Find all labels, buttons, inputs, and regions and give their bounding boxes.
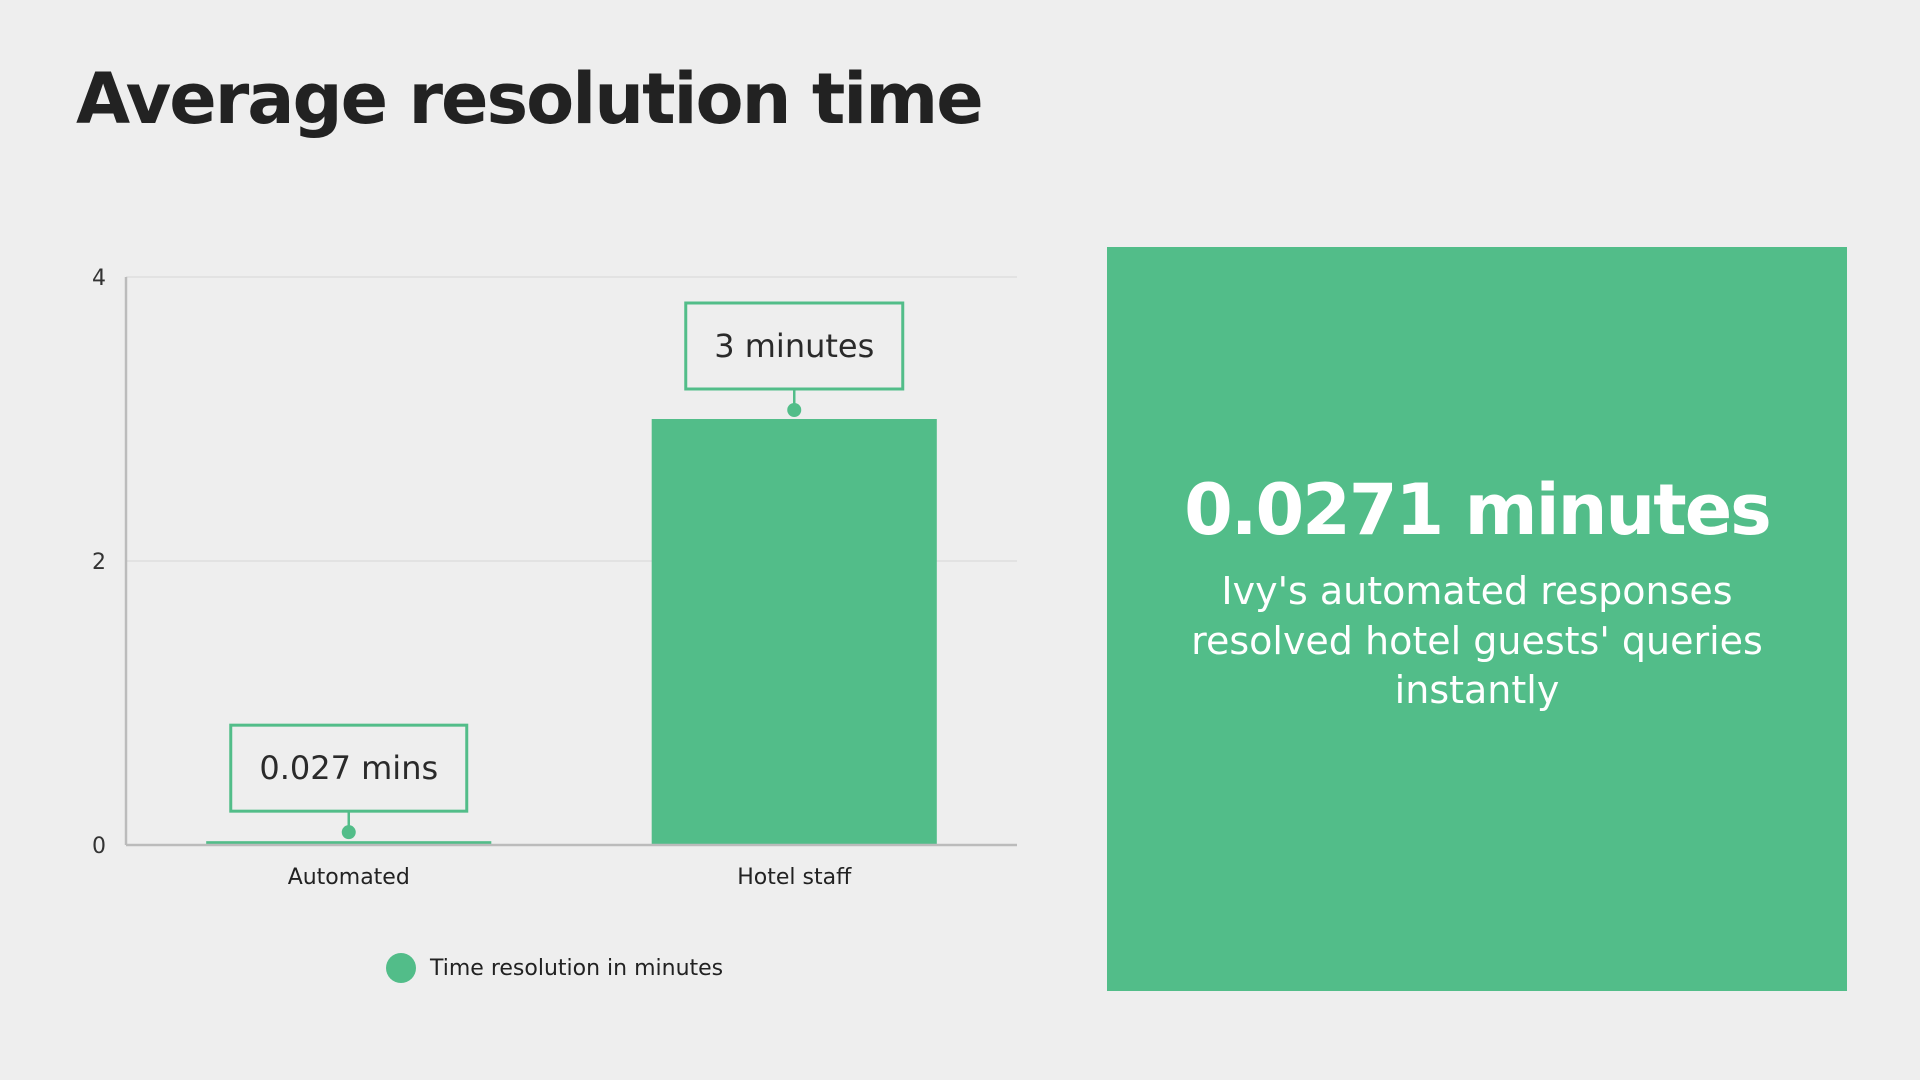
y-tick-label: 2 — [92, 550, 106, 575]
legend: Time resolution in minutes — [386, 953, 723, 983]
bar-chart: 0 2 4 Automated Hotel staff 0.027 mins 3 minut… — [92, 266, 1017, 890]
page-title: Average resolution time — [76, 58, 984, 140]
stat-caption: Ivy's automated responses resolved hotel… — [1191, 569, 1763, 713]
data-label: 3 minutes — [714, 327, 874, 365]
x-tick-label: Hotel staff — [737, 865, 852, 890]
data-label-box — [229, 723, 469, 813]
bar — [206, 841, 492, 845]
data-label-box — [684, 301, 905, 391]
y-tick-label: 4 — [92, 266, 106, 291]
legend-label: Time resolution in minutes — [430, 955, 724, 981]
x-tick-label: Automated — [288, 865, 410, 890]
bar — [651, 419, 937, 845]
data-label: 0.027 mins — [259, 749, 438, 787]
stat-card: 0.0271 minutes Ivy's automated responses… — [1107, 247, 1847, 991]
y-tick-label: 0 — [92, 834, 106, 859]
stat-value: 0.0271 minutes — [1184, 469, 1772, 552]
legend-swatch — [386, 953, 416, 983]
